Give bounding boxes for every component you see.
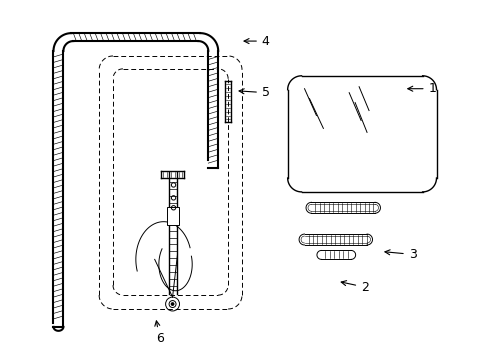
Text: 5: 5 <box>239 86 269 99</box>
Circle shape <box>171 303 173 305</box>
Text: 2: 2 <box>341 281 368 294</box>
Bar <box>166 207 178 225</box>
Text: 3: 3 <box>384 248 416 261</box>
Text: 6: 6 <box>155 321 163 345</box>
Text: 4: 4 <box>244 35 269 48</box>
Text: 1: 1 <box>407 82 436 95</box>
